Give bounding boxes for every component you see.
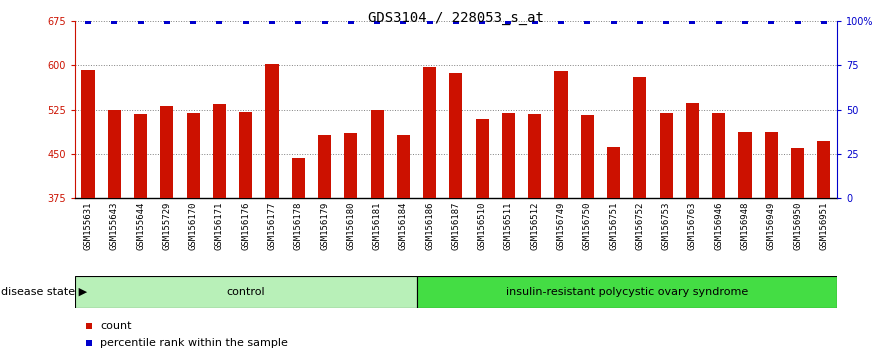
Point xyxy=(659,18,673,24)
Point xyxy=(292,18,306,24)
Text: GSM156763: GSM156763 xyxy=(688,202,697,250)
Text: GSM156950: GSM156950 xyxy=(793,202,802,250)
Text: GSM156511: GSM156511 xyxy=(504,202,513,250)
Bar xyxy=(81,70,94,354)
Point xyxy=(738,18,752,24)
Text: GSM155631: GSM155631 xyxy=(84,202,93,250)
Point xyxy=(501,18,515,24)
Bar xyxy=(791,148,804,354)
Point xyxy=(317,18,331,24)
Text: GSM156946: GSM156946 xyxy=(714,202,723,250)
Bar xyxy=(423,67,436,354)
Text: GSM156751: GSM156751 xyxy=(609,202,618,250)
Point xyxy=(633,18,647,24)
Text: GSM156176: GSM156176 xyxy=(241,202,250,250)
Point xyxy=(134,18,148,24)
Point xyxy=(396,18,411,24)
Text: GSM156750: GSM156750 xyxy=(583,202,592,250)
Text: control: control xyxy=(226,287,265,297)
Text: GSM156951: GSM156951 xyxy=(819,202,828,250)
Point xyxy=(448,18,463,24)
Text: GSM156179: GSM156179 xyxy=(320,202,329,250)
Bar xyxy=(685,103,699,354)
Text: GSM156186: GSM156186 xyxy=(426,202,434,250)
Point xyxy=(212,18,226,24)
Point xyxy=(475,18,489,24)
Text: GSM156948: GSM156948 xyxy=(740,202,750,250)
Point xyxy=(581,18,595,24)
Text: GDS3104 / 228053_s_at: GDS3104 / 228053_s_at xyxy=(368,11,544,25)
Bar xyxy=(738,132,751,354)
Point xyxy=(554,18,568,24)
Text: insulin-resistant polycystic ovary syndrome: insulin-resistant polycystic ovary syndr… xyxy=(506,287,748,297)
Point xyxy=(817,18,831,24)
Point xyxy=(344,18,358,24)
Bar xyxy=(476,119,489,354)
Bar xyxy=(765,132,778,354)
Point xyxy=(186,18,200,24)
Text: percentile rank within the sample: percentile rank within the sample xyxy=(100,338,288,348)
Bar xyxy=(529,114,541,354)
Bar xyxy=(581,115,594,354)
Point xyxy=(82,340,96,346)
Bar xyxy=(502,113,515,354)
Point xyxy=(265,18,279,24)
Bar xyxy=(344,133,358,354)
Bar xyxy=(292,158,305,354)
Point xyxy=(107,18,122,24)
Point xyxy=(685,18,700,24)
Text: GSM155643: GSM155643 xyxy=(110,202,119,250)
Bar xyxy=(417,276,837,308)
Bar xyxy=(449,73,463,354)
Text: GSM156180: GSM156180 xyxy=(346,202,355,250)
Point xyxy=(82,323,96,329)
Bar xyxy=(134,114,147,354)
Bar xyxy=(818,141,831,354)
Bar xyxy=(712,113,725,354)
Point xyxy=(370,18,384,24)
Bar xyxy=(633,77,647,354)
Bar xyxy=(75,276,417,308)
Bar xyxy=(607,147,620,354)
Bar xyxy=(265,64,278,354)
Bar xyxy=(554,72,567,354)
Text: GSM155729: GSM155729 xyxy=(162,202,172,250)
Point xyxy=(528,18,542,24)
Text: GSM156749: GSM156749 xyxy=(557,202,566,250)
Bar xyxy=(318,135,331,354)
Bar xyxy=(187,113,200,354)
Point xyxy=(606,18,620,24)
Text: GSM156187: GSM156187 xyxy=(451,202,461,250)
Text: GSM156949: GSM156949 xyxy=(766,202,776,250)
Bar xyxy=(660,113,673,354)
Bar xyxy=(239,112,252,354)
Point xyxy=(159,18,174,24)
Bar xyxy=(160,105,174,354)
Text: GSM156170: GSM156170 xyxy=(189,202,197,250)
Point xyxy=(712,18,726,24)
Text: GSM155644: GSM155644 xyxy=(136,202,145,250)
Point xyxy=(239,18,253,24)
Bar xyxy=(213,104,226,354)
Text: GSM156184: GSM156184 xyxy=(399,202,408,250)
Point xyxy=(764,18,778,24)
Bar xyxy=(371,110,383,354)
Text: GSM156178: GSM156178 xyxy=(293,202,303,250)
Text: GSM156177: GSM156177 xyxy=(268,202,277,250)
Text: GSM156753: GSM156753 xyxy=(662,202,670,250)
Text: GSM156512: GSM156512 xyxy=(530,202,539,250)
Text: GSM156181: GSM156181 xyxy=(373,202,381,250)
Point xyxy=(81,18,95,24)
Text: count: count xyxy=(100,321,131,331)
Text: disease state ▶: disease state ▶ xyxy=(1,287,87,297)
Bar xyxy=(107,110,121,354)
Text: GSM156752: GSM156752 xyxy=(635,202,644,250)
Text: GSM156510: GSM156510 xyxy=(478,202,486,250)
Text: GSM156171: GSM156171 xyxy=(215,202,224,250)
Point xyxy=(423,18,437,24)
Point xyxy=(790,18,804,24)
Bar xyxy=(396,135,410,354)
